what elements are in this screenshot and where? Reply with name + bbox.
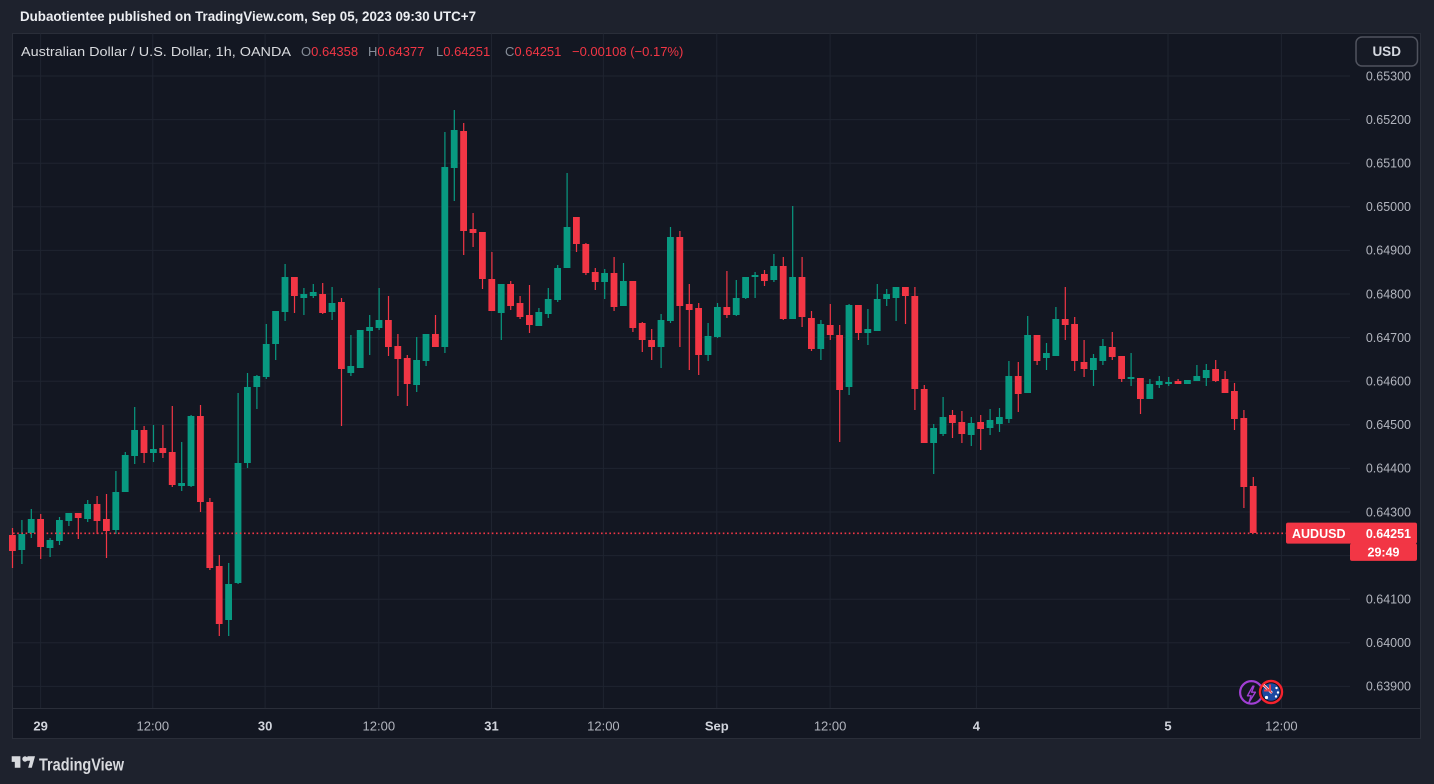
svg-text:0.64251: 0.64251 (1366, 527, 1411, 541)
svg-text:USD: USD (1372, 44, 1401, 59)
svg-text:0.65200: 0.65200 (1366, 113, 1411, 127)
svg-text:0.64800: 0.64800 (1366, 287, 1411, 301)
svg-text:0.64900: 0.64900 (1366, 244, 1411, 258)
svg-text:H0.64377: H0.64377 (368, 44, 424, 59)
svg-text:C0.64251: C0.64251 (505, 44, 561, 59)
svg-text:29:49: 29:49 (1368, 546, 1400, 560)
svg-text:0.65300: 0.65300 (1366, 69, 1411, 83)
svg-text:0.65000: 0.65000 (1366, 200, 1411, 214)
svg-text:AUDUSD: AUDUSD (1292, 527, 1345, 541)
svg-text:O0.64358: O0.64358 (301, 44, 358, 59)
svg-text:0.65100: 0.65100 (1366, 157, 1411, 171)
svg-text:0.64700: 0.64700 (1366, 331, 1411, 345)
svg-text:12:00: 12:00 (587, 719, 620, 734)
svg-text:L0.64251: L0.64251 (436, 44, 490, 59)
svg-text:0.64100: 0.64100 (1366, 593, 1411, 607)
svg-text:0.64400: 0.64400 (1366, 462, 1411, 476)
svg-text:Dubaotientee published on Trad: Dubaotientee published on TradingView.co… (20, 9, 476, 24)
svg-text:12:00: 12:00 (1265, 719, 1298, 734)
svg-text:0.64000: 0.64000 (1366, 636, 1411, 650)
svg-text:4: 4 (973, 719, 981, 734)
svg-text:Sep: Sep (705, 719, 729, 734)
svg-text:12:00: 12:00 (814, 719, 847, 734)
svg-text:0.64500: 0.64500 (1366, 418, 1411, 432)
svg-text:TradingView: TradingView (39, 755, 124, 775)
svg-text:12:00: 12:00 (363, 719, 396, 734)
svg-text:31: 31 (484, 719, 498, 734)
svg-text:−0.00108 (−0.17%): −0.00108 (−0.17%) (572, 44, 683, 59)
svg-text:Australian Dollar / U.S. Dolla: Australian Dollar / U.S. Dollar, 1h, OAN… (21, 44, 291, 59)
svg-text:30: 30 (258, 719, 272, 734)
svg-text:12:00: 12:00 (137, 719, 170, 734)
svg-text:0.64300: 0.64300 (1366, 505, 1411, 519)
svg-text:29: 29 (33, 719, 47, 734)
svg-text:0.63900: 0.63900 (1366, 680, 1411, 694)
svg-text:5: 5 (1164, 719, 1171, 734)
svg-text:0.64600: 0.64600 (1366, 375, 1411, 389)
